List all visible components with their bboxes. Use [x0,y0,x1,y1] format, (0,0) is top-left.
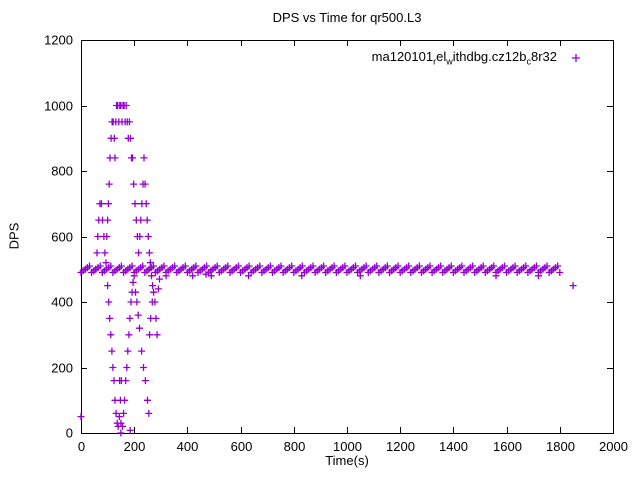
legend-series-label: ma120101relwithdbg.cz12bc8r32 [371,49,557,67]
axis-ticks [81,40,614,434]
svg-text:1200: 1200 [44,33,73,48]
chart-title: DPS vs Time for qr500.L3 [272,10,422,25]
svg-text:1000: 1000 [333,439,362,454]
svg-text:200: 200 [124,439,146,454]
svg-text:400: 400 [51,295,73,310]
x-axis-label: Time(s) [325,453,369,468]
svg-text:800: 800 [51,164,73,179]
tick-labels: 0 200 400 600 800 1000 1200 1400 1600 1800 2000 0 20… [44,33,628,455]
svg-text:600: 600 [51,230,73,245]
svg-text:0: 0 [78,439,85,454]
svg-text:1000: 1000 [44,99,73,114]
data-points [77,102,577,437]
svg-text:2000: 2000 [599,439,628,454]
legend: ma120101relwithdbg.cz12bc8r32 [81,49,581,67]
svg-text:400: 400 [177,439,199,454]
svg-text:800: 800 [284,439,306,454]
svg-text:1800: 1800 [546,439,575,454]
svg-text:200: 200 [51,361,73,376]
svg-text:0: 0 [66,426,73,441]
svg-text:1400: 1400 [439,439,468,454]
axes-border [81,40,614,434]
svg-text:600: 600 [231,439,253,454]
svg-text:1600: 1600 [493,439,522,454]
svg-text:1200: 1200 [386,439,415,454]
legend-plus-marker [572,53,580,62]
